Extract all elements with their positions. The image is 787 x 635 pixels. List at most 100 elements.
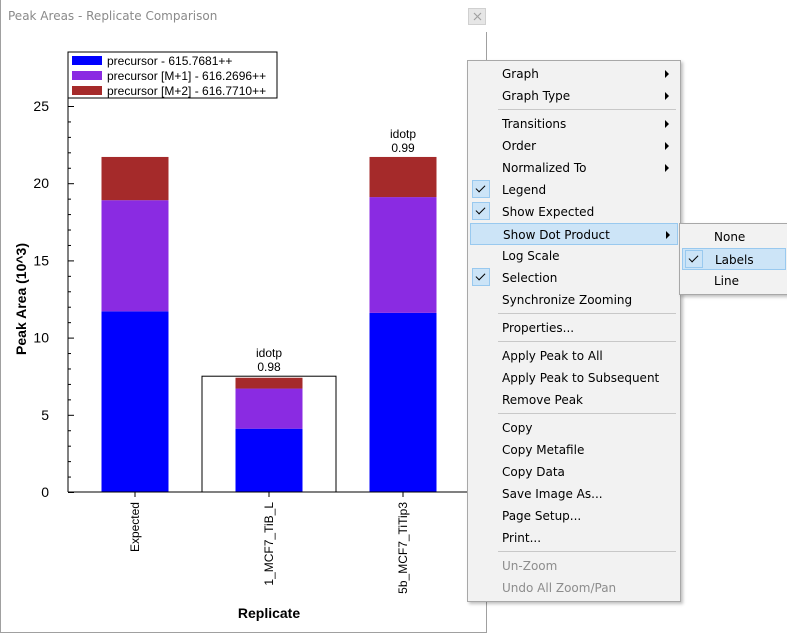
- bar-3-3: [369, 156, 437, 198]
- bar-3-2: [235, 377, 303, 389]
- submenu-arrow-icon: [665, 70, 669, 78]
- legend-swatch: [72, 56, 102, 65]
- menu-separator: [498, 313, 676, 314]
- legend-box: [67, 51, 278, 99]
- menu-item-label: Copy: [502, 421, 533, 435]
- menu-item-synchronize-zooming[interactable]: Synchronize Zooming: [470, 289, 678, 311]
- menu-item-label: Graph Type: [502, 89, 571, 103]
- menu-item-label: Apply Peak to Subsequent: [502, 371, 660, 385]
- peak-area-chart[interactable]: 0 5 10 15 20 25 Expected 1_MCF7_TiB_L 5b_MCF7_Ti…: [1, 32, 486, 632]
- submenu-arrow-icon: [665, 164, 669, 172]
- bar-1-2: [235, 428, 303, 492]
- menu-item-copy-metafile[interactable]: Copy Metafile: [470, 439, 678, 461]
- legend-label: precursor [M+1] - 616.2696++: [107, 69, 266, 83]
- submenu-arrow-icon: [665, 120, 669, 128]
- menu-item-label: Graph: [502, 67, 539, 81]
- menu-item-label: Print...: [502, 531, 542, 545]
- menu-item-print[interactable]: Print...: [470, 527, 678, 549]
- menu-item-label: Show Dot Product: [503, 228, 610, 242]
- dot-product-label: idotp: [390, 127, 416, 141]
- menu-separator: [498, 551, 676, 552]
- menu-item-apply-peak-to-all[interactable]: Apply Peak to All: [470, 345, 678, 367]
- submenu-arrow-icon: [665, 142, 669, 150]
- bar-2-2: [235, 388, 303, 429]
- menu-separator: [498, 413, 676, 414]
- menu-item-properties[interactable]: Properties...: [470, 317, 678, 339]
- menu-item-order[interactable]: Order: [470, 135, 678, 157]
- close-button[interactable]: [468, 8, 486, 25]
- bar-2-3: [369, 197, 437, 313]
- x-tick-label: 5b_MCF7_TiTip3: [396, 502, 410, 594]
- menu-item-undo-all-zoom-pan[interactable]: Undo All Zoom/Pan: [470, 577, 678, 599]
- menu-item-log-scale[interactable]: Log Scale: [470, 245, 678, 267]
- submenu-arrow-icon: [666, 231, 670, 239]
- y-tick-label: 10: [33, 330, 49, 346]
- menu-item-label: Page Setup...: [502, 509, 582, 523]
- menu-item-label: Legend: [502, 183, 547, 197]
- checkmark-icon: [472, 268, 490, 286]
- close-icon: [473, 12, 482, 21]
- window-title: Peak Areas - Replicate Comparison: [8, 9, 218, 23]
- menu-item-show-dot-product[interactable]: Show Dot Product: [470, 223, 678, 245]
- menu-item-label: Save Image As...: [502, 487, 603, 501]
- menu-item-save-image-as[interactable]: Save Image As...: [470, 483, 678, 505]
- dot-product-value: 0.99: [391, 141, 415, 155]
- bar-3-1: [101, 156, 169, 201]
- context-menu: Graph Graph Type Transitions Order Normalize…: [467, 60, 681, 602]
- y-tick-label: 15: [33, 252, 49, 268]
- menu-item-label: Transitions: [502, 117, 567, 131]
- menu-item-label: Properties...: [502, 321, 575, 335]
- menu-item-show-expected[interactable]: Show Expected: [470, 201, 678, 223]
- menu-item-label: Remove Peak: [502, 393, 584, 407]
- submenu-arrow-icon: [665, 92, 669, 100]
- checkmark-icon: [472, 180, 490, 198]
- menu-item-label: Selection: [502, 271, 558, 285]
- y-tick-label: 20: [33, 175, 49, 191]
- menu-item-transitions[interactable]: Transitions: [470, 113, 678, 135]
- submenu-item-line[interactable]: Line: [682, 270, 786, 292]
- submenu-item-labels[interactable]: Labels: [682, 248, 786, 270]
- checkmark-icon: [685, 250, 703, 268]
- menu-item-apply-peak-to-subsequent[interactable]: Apply Peak to Subsequent: [470, 367, 678, 389]
- menu-separator: [498, 109, 676, 110]
- menu-item-label: Log Scale: [502, 249, 560, 263]
- menu-item-label: Copy Data: [502, 465, 565, 479]
- menu-item-un-zoom[interactable]: Un-Zoom: [470, 555, 678, 577]
- bar-1-3: [369, 312, 437, 492]
- menu-item-label: Apply Peak to All: [502, 349, 603, 363]
- submenu-item-label: Line: [714, 274, 740, 288]
- menu-item-page-setup[interactable]: Page Setup...: [470, 505, 678, 527]
- y-axis-title: Peak Area (10^3): [13, 243, 29, 355]
- chart-window: Peak Areas - Replicate Comparison 0 5 10 15…: [0, 0, 488, 633]
- menu-item-label: Copy Metafile: [502, 443, 585, 457]
- menu-item-copy-data[interactable]: Copy Data: [470, 461, 678, 483]
- legend-label: precursor [M+2] - 616.7710++: [107, 84, 266, 98]
- dot-product-label: idotp: [256, 346, 282, 360]
- menu-item-label: Undo All Zoom/Pan: [502, 581, 617, 595]
- submenu-item-none[interactable]: None: [682, 226, 786, 248]
- menu-item-selection[interactable]: Selection: [470, 267, 678, 289]
- menu-item-graph[interactable]: Graph: [470, 63, 678, 85]
- y-tick-label: 5: [41, 407, 49, 423]
- x-axis-title: Replicate: [238, 605, 300, 621]
- menu-item-label: Synchronize Zooming: [502, 293, 633, 307]
- x-tick-label: Expected: [128, 502, 142, 552]
- title-bar: Peak Areas - Replicate Comparison: [1, 0, 488, 32]
- checkmark-icon: [472, 202, 490, 220]
- dot-product-submenu: None Labels Line: [679, 223, 787, 295]
- menu-item-label: Un-Zoom: [502, 559, 558, 573]
- legend-label: precursor - 615.7681++: [107, 54, 232, 68]
- y-tick-label: 25: [33, 98, 49, 114]
- y-tick-label: 0: [41, 484, 49, 500]
- menu-item-remove-peak[interactable]: Remove Peak: [470, 389, 678, 411]
- menu-item-normalized-to[interactable]: Normalized To: [470, 157, 678, 179]
- menu-item-copy[interactable]: Copy: [470, 417, 678, 439]
- menu-item-graph-type[interactable]: Graph Type: [470, 85, 678, 107]
- menu-item-legend[interactable]: Legend: [470, 179, 678, 201]
- menu-item-label: Order: [502, 139, 537, 153]
- menu-item-label: Show Expected: [502, 205, 595, 219]
- menu-separator: [498, 341, 676, 342]
- legend-swatch: [72, 71, 102, 80]
- bar-1-1: [101, 311, 169, 492]
- submenu-item-label: None: [714, 230, 746, 244]
